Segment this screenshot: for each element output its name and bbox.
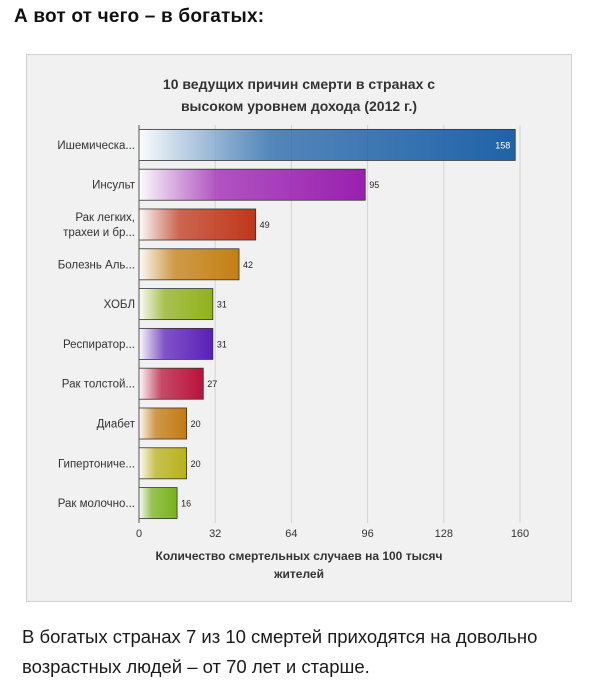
bar-value-label: 20	[191, 459, 201, 469]
category-label: Ишемическа...	[57, 140, 135, 152]
x-tick-label: 160	[511, 528, 529, 540]
chart-card: 10 ведущих причин смерти в странах с высо…	[26, 54, 572, 602]
bar	[138, 128, 516, 161]
category-label: Рак толстой...	[62, 379, 135, 391]
category-label: ХОБЛ	[104, 299, 135, 311]
x-tick-label: 128	[435, 528, 453, 540]
category-label: Инсульт	[92, 180, 136, 192]
bar	[138, 288, 214, 321]
page-heading: А вот от чего – в богатых:	[14, 6, 265, 27]
bar-value-label: 31	[217, 339, 227, 349]
bar	[138, 248, 240, 281]
x-tick-label: 64	[285, 528, 297, 540]
bar	[138, 168, 366, 201]
category-label: Диабет	[97, 419, 136, 431]
bar-value-label: 16	[181, 499, 191, 509]
bar-chart: 10 ведущих причин смерти в странах с высо…	[57, 76, 529, 581]
bar-value-label: 27	[207, 379, 217, 389]
category-label: Рак легких,	[75, 212, 135, 224]
chart-title-line: высоком уровнем дохода (2012 г.)	[181, 98, 417, 114]
category-label: Гипертониче...	[58, 458, 135, 470]
bar	[138, 407, 188, 440]
chart-title-line: 10 ведущих причин смерти в странах с	[163, 76, 435, 92]
category-label: Болезнь Аль...	[58, 259, 135, 271]
x-tick-label: 0	[136, 528, 142, 540]
bar-value-label: 42	[243, 260, 253, 270]
category-label: трахеи и бр...	[63, 227, 135, 239]
bar-value-label: 20	[191, 419, 201, 429]
bar	[138, 327, 214, 360]
bar	[138, 367, 204, 400]
x-tick-label: 32	[209, 528, 221, 540]
bar	[138, 208, 257, 241]
x-axis-label-line: жителей	[273, 567, 324, 581]
bar-value-label: 158	[495, 140, 510, 150]
bar-value-label: 95	[369, 180, 379, 190]
category-label: Рак молочно...	[58, 498, 135, 510]
bar	[138, 447, 188, 480]
category-label: Респиратор...	[63, 339, 135, 351]
x-axis-label-line: Количество смертельных случаев на 100 ты…	[156, 549, 443, 563]
bar-value-label: 31	[217, 300, 227, 310]
x-tick-label: 96	[361, 528, 373, 540]
bar-value-label: 49	[260, 220, 270, 230]
bar	[138, 487, 178, 520]
footer-paragraph: В богатых странах 7 из 10 смертей приход…	[22, 626, 538, 677]
